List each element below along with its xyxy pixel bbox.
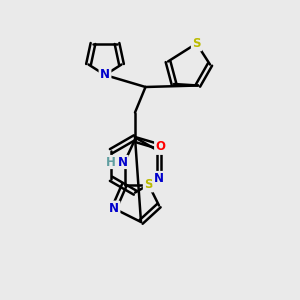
Text: N: N (118, 155, 128, 169)
Text: S: S (144, 178, 153, 191)
Text: O: O (155, 140, 166, 154)
Text: H: H (106, 155, 116, 169)
Text: N: N (109, 202, 119, 215)
Text: N: N (100, 68, 110, 82)
Text: S: S (192, 37, 201, 50)
Text: N: N (154, 172, 164, 185)
